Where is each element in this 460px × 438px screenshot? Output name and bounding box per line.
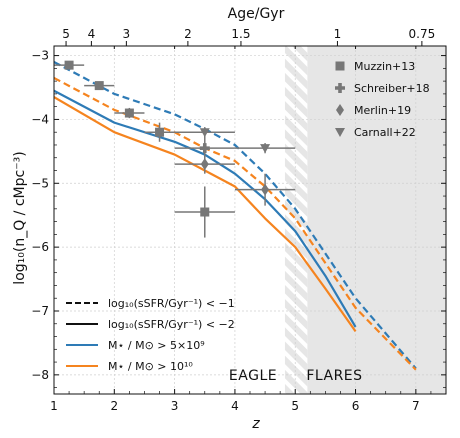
- legend-line-entry-1: log₁₀(sSFR/Gyr⁻¹) < −2: [66, 318, 235, 331]
- region-label-eagle: EAGLE: [229, 368, 277, 384]
- y-tick-label-1: −7: [31, 304, 49, 318]
- legend-marker-label: Schreiber+18: [354, 82, 430, 95]
- legend-marker-entry-0: Muzzin+13: [335, 60, 415, 73]
- legend-line-entry-3: M⋆ / M⊙ > 10¹⁰: [66, 360, 193, 373]
- x-tick-label-6: 7: [412, 399, 420, 413]
- y-tick-label-2: −6: [31, 240, 49, 254]
- legends: Muzzin+13 Schreiber+18 Merlin+19 Carnall+22…: [66, 60, 430, 373]
- obs-point-2-0: [174, 154, 235, 174]
- obs-marker: [260, 144, 271, 154]
- x-tick-label-5: 6: [352, 399, 360, 413]
- flares-region: [307, 46, 446, 394]
- observations: [54, 60, 296, 238]
- legend-line-entry-2: M⋆ / M⊙ > 5×10⁹: [66, 339, 205, 352]
- legend-marker-label: Carnall+22: [354, 126, 416, 139]
- legend-marker-label: Muzzin+13: [354, 60, 415, 73]
- series-line-3: [54, 96, 357, 333]
- y-tick-label-0: −8: [31, 368, 49, 382]
- obs-point-3-0: [174, 127, 235, 138]
- obs-marker: [261, 183, 270, 196]
- age-tick-label-6: 0.75: [409, 27, 436, 41]
- labels: 1 2 3 4 5 6 7 −8 −7 −6 −5 −4 −3 5 4 3 2 1.5 1 0.75 EAGLE FLAR…: [31, 27, 435, 413]
- obs-marker: [94, 81, 104, 91]
- obs-point-0-1: [84, 81, 115, 91]
- legend-line-label: M⋆ / M⊙ > 5×10⁹: [108, 339, 205, 352]
- x-tick-label-1: 2: [110, 399, 118, 413]
- obs-marker: [155, 127, 165, 137]
- legend-marker: [335, 83, 346, 93]
- age-tick-label-3: 2: [184, 27, 192, 41]
- age-tick-label-0: 5: [62, 27, 70, 41]
- legend-line-label: log₁₀(sSFR/Gyr⁻¹) < −2: [108, 318, 235, 331]
- legend-marker: [335, 61, 345, 71]
- obs-marker: [200, 158, 209, 171]
- obs-marker: [124, 108, 134, 118]
- y-tick-label-3: −5: [31, 176, 49, 190]
- legend-line-label: M⋆ / M⊙ > 10¹⁰: [108, 360, 193, 373]
- legend-marker: [336, 104, 344, 116]
- obs-point-0-2: [114, 107, 145, 119]
- legend-marker-entry-3: Carnall+22: [335, 126, 416, 139]
- series-line-1: [54, 76, 417, 371]
- background-regions: [284, 46, 446, 394]
- series-line-0: [54, 60, 417, 370]
- obs-point-0-3: [144, 122, 175, 142]
- region-label-flares: FLARES: [306, 368, 362, 384]
- legend-marker: [335, 128, 345, 137]
- axes: [53, 41, 447, 395]
- age-tick-label-5: 1: [334, 27, 342, 41]
- obs-point-0-0: [54, 60, 85, 70]
- legend-line-entry-0: log₁₀(sSFR/Gyr⁻¹) < −1: [66, 297, 235, 310]
- y-tick-label-5: −3: [31, 49, 49, 63]
- model-lines: [54, 60, 417, 371]
- obs-point-0-4: [174, 186, 235, 238]
- age-tick-label-1: 4: [88, 27, 96, 41]
- legend-marker-entry-2: Merlin+19: [336, 104, 411, 117]
- series-line-2: [54, 89, 357, 328]
- y-axis-title: log₁₀(n_Q / cMpc⁻³): [12, 151, 28, 284]
- age-tick-label-4: 1.5: [231, 27, 250, 41]
- legend-line-label: log₁₀(sSFR/Gyr⁻¹) < −1: [108, 297, 235, 310]
- x-tick-label-0: 1: [50, 399, 58, 413]
- obs-marker: [199, 143, 210, 154]
- legend-marker-entry-1: Schreiber+18: [335, 82, 430, 95]
- top-axis-title: Age/Gyr: [228, 6, 285, 22]
- obs-marker: [199, 128, 210, 138]
- obs-point-3-1: [234, 143, 296, 154]
- transition-hatch: [284, 46, 308, 394]
- legend-marker-label: Merlin+19: [354, 104, 411, 117]
- x-axis-title: z: [251, 416, 260, 432]
- age-tick-label-2: 3: [123, 27, 131, 41]
- x-tick-label-2: 3: [171, 399, 179, 413]
- obs-point-2-1: [234, 173, 296, 206]
- x-tick-label-4: 5: [291, 399, 299, 413]
- obs-marker: [200, 207, 210, 217]
- obs-marker: [64, 60, 74, 70]
- x-tick-label-3: 4: [231, 399, 239, 413]
- y-tick-label-4: −4: [31, 112, 49, 126]
